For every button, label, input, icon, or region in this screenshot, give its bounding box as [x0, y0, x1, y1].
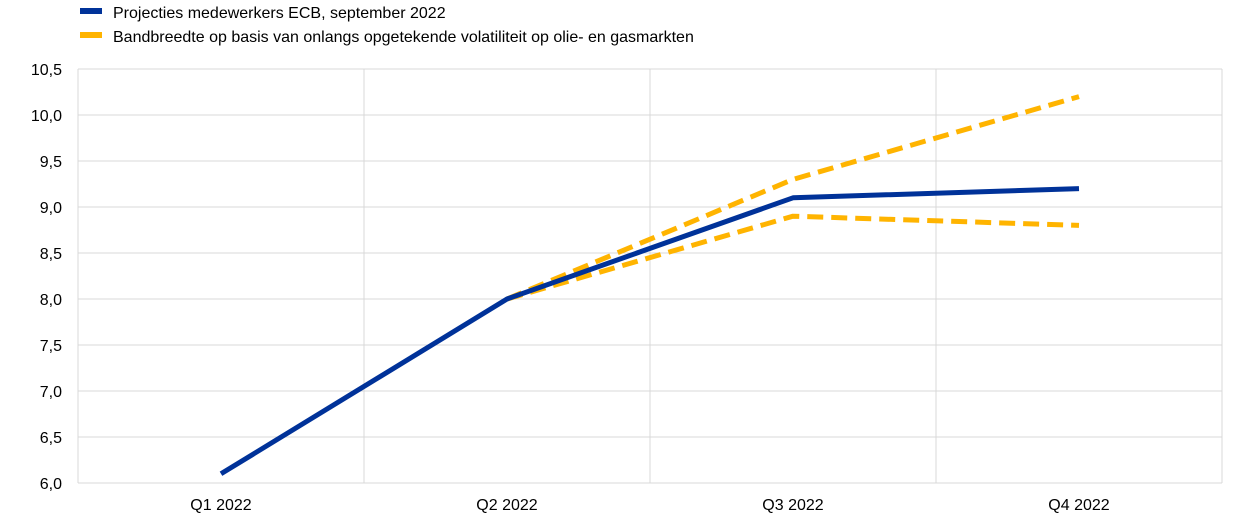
- legend-item-projections: Projecties medewerkers ECB, september 20…: [80, 5, 446, 22]
- y-tick-label: 7,5: [40, 338, 62, 355]
- y-tick-label: 10,0: [31, 108, 62, 125]
- legend-item-band: Bandbreedte op basis van onlangs opgetek…: [80, 29, 694, 46]
- x-tick-label: Q4 2022: [1048, 497, 1109, 514]
- series-line-2: [506, 213, 1080, 302]
- x-tick-label: Q2 2022: [476, 497, 537, 514]
- y-tick-label: 8,0: [40, 292, 62, 309]
- y-tick-label: 7,0: [40, 384, 62, 401]
- y-tick-label: 8,5: [40, 246, 62, 263]
- series-line-1: [506, 94, 1080, 302]
- legend-swatch-yellow: [80, 32, 102, 38]
- series-line-0: [219, 186, 1080, 476]
- y-tick-label: 6,0: [40, 476, 62, 493]
- legend: Projecties medewerkers ECB, september 20…: [80, 5, 694, 46]
- y-tick-label: 9,0: [40, 200, 62, 217]
- x-tick-label: Q1 2022: [190, 497, 251, 514]
- y-tick-label: 10,5: [31, 62, 62, 79]
- x-tick-label: Q3 2022: [762, 497, 823, 514]
- y-tick-label: 6,5: [40, 430, 62, 447]
- legend-swatch-blue: [80, 8, 102, 14]
- legend-label: Bandbreedte op basis van onlangs opgetek…: [113, 29, 694, 46]
- y-tick-label: 9,5: [40, 154, 62, 171]
- legend-label: Projecties medewerkers ECB, september 20…: [113, 5, 446, 22]
